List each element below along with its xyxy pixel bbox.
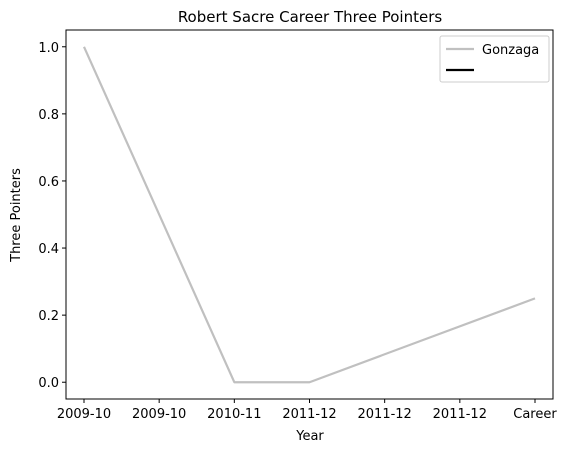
x-axis: 2009-10 2009-10 2010-11 2011-12 2011-12 2011-… xyxy=(57,399,557,422)
legend-label-0: Gonzaga xyxy=(482,43,539,58)
x-tick-label: 2009-10 xyxy=(57,407,111,422)
x-tick-label: 2010-11 xyxy=(207,407,261,422)
x-tick-label: 2011-12 xyxy=(282,407,336,422)
x-tick-label: 2011-12 xyxy=(433,407,487,422)
chart-title: Robert Sacre Career Three Pointers xyxy=(178,8,443,26)
y-tick-label: 0.2 xyxy=(38,309,59,324)
y-axis: 0.0 0.2 0.4 0.6 0.8 1.0 xyxy=(38,41,66,391)
y-tick-label: 0.6 xyxy=(38,175,59,190)
legend: Gonzaga xyxy=(439,35,550,83)
y-axis-label: Three Pointers xyxy=(9,168,24,263)
x-tick-label: Career xyxy=(513,407,557,422)
x-axis-label: Year xyxy=(295,429,324,444)
y-tick-label: 0.4 xyxy=(38,242,59,257)
y-tick-label: 1.0 xyxy=(38,41,59,56)
series-line-0 xyxy=(82,46,536,384)
y-tick-label: 0.0 xyxy=(38,376,59,391)
x-tick-label: 2009-10 xyxy=(132,407,186,422)
plot-area xyxy=(65,29,554,400)
series-layer xyxy=(82,46,536,384)
x-tick-label: 2011-12 xyxy=(358,407,412,422)
y-tick-label: 0.8 xyxy=(38,108,59,123)
